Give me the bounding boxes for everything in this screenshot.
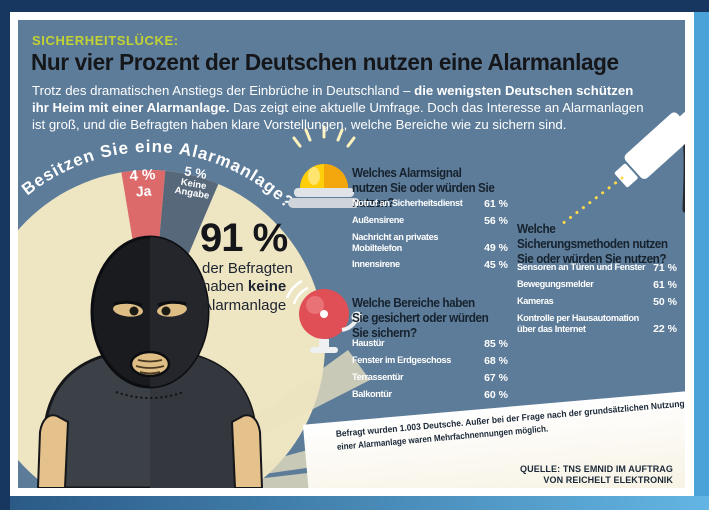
list-item: Kontrolle per Hausautomation über das In… (517, 313, 677, 335)
kicker: SICHERHEITSLÜCKE: (32, 33, 179, 48)
item-value: 61 % (484, 198, 508, 210)
intro-text-bold: die wenigsten Deutschen schützen ihr Hei… (32, 83, 634, 116)
item-label: Sensoren an Türen und Fenster (517, 262, 646, 272)
burglar-illustration (36, 235, 264, 488)
question-sicherungsmethoden: Welche Sicherungsmethoden nutzen Sie ode… (517, 222, 668, 266)
right-blue-stripe (694, 12, 709, 510)
intro-text-2: Das zeigt eine aktuelle Umfrage. Doch da… (32, 100, 644, 133)
page-title: Nur vier Prozent der Deutschen nutzen ei… (31, 49, 619, 75)
item-value: 60 % (484, 389, 508, 401)
stat-caption-line3: Alarmanlage (202, 296, 287, 314)
list-item: Kameras 50 % (517, 296, 677, 308)
list-item: Balkontür 60 % (352, 389, 508, 401)
item-value: 45 % (484, 259, 508, 272)
source-line-2: VON REICHELT ELEKTRONIK (543, 475, 673, 486)
question-alarmsignal: Welches Alarmsignal nutzen Sie oder würd… (352, 166, 495, 210)
intro-text-1: Trotz des dramatischen Anstiegs der Einb… (32, 83, 415, 98)
intro-paragraph: Trotz des dramatischen Anstiegs der Einb… (32, 82, 647, 133)
pie-label-ja: 4 % Ja (119, 166, 167, 200)
content-panel: Besitzen Sie eine Alarmanlage? Befragt w… (18, 20, 685, 488)
list-item: Innensirene 45 % (352, 259, 508, 271)
item-label: Balkontür (352, 389, 392, 399)
source-credit: QUELLE: TNS EMNID IM AUFTRAG VON REICHEL… (520, 464, 673, 487)
item-value: 85 % (484, 338, 508, 350)
list-item: Sensoren an Türen und Fenster 71 % (517, 262, 677, 274)
item-value: 22 % (653, 323, 677, 336)
item-value: 67 % (484, 372, 508, 384)
item-value: 49 % (484, 242, 508, 255)
item-value: 50 % (653, 296, 677, 308)
footnote-band: Befragt wurden 1.003 Deutsche. Außer bei… (302, 386, 685, 488)
list-item: Notruf an Sicherheitsdienst 61 % (352, 198, 508, 210)
list-item: Bewegungsmelder 61 % (517, 279, 677, 291)
siren-icon (288, 125, 360, 208)
infographic-artwork: Besitzen Sie eine Alarmanlage? Befragt w… (18, 111, 685, 488)
stat-caption: der Befragten haben keine Alarmanlage (202, 260, 293, 315)
item-value: 68 % (484, 355, 508, 367)
item-label: Haustür (352, 338, 385, 348)
alarm-bell-icon (285, 279, 363, 353)
item-label: Nachricht an privates Mobiltelefon (352, 232, 439, 254)
list-item: Terrassentür 67 % (352, 372, 508, 384)
item-label: Kontrolle per Hausautomation über das In… (517, 313, 639, 335)
item-label: Notruf an Sicherheitsdienst (352, 198, 463, 208)
list-bereiche: Haustür 85 % Fenster im Erdgeschoss 68 %… (352, 338, 508, 406)
security-camera-icon (614, 111, 685, 188)
item-label: Bewegungsmelder (517, 279, 594, 289)
list-item: Nachricht an privates Mobiltelefon 49 % (352, 232, 508, 254)
item-value: 61 % (653, 279, 677, 291)
item-label: Terrassentür (352, 372, 404, 382)
stat-caption-line2: haben keine (202, 278, 287, 296)
stat-91-percent: 91 % (200, 216, 288, 260)
item-label: Fenster im Erdgeschoss (352, 355, 452, 365)
list-sicherungsmethoden: Sensoren an Türen und Fenster 71 % Beweg… (517, 262, 677, 340)
list-item: Fenster im Erdgeschoss 68 % (352, 355, 508, 367)
item-label: Außensirene (352, 215, 404, 225)
dotted-sightline (560, 176, 624, 226)
item-value: 71 % (653, 262, 677, 274)
item-label: Kameras (517, 296, 554, 306)
stat-caption-line1: der Befragten (202, 260, 293, 277)
item-value: 56 % (484, 215, 508, 227)
item-label: Innensirene (352, 259, 400, 270)
list-item: Haustür 85 % (352, 338, 508, 350)
bottom-blue-band (10, 496, 709, 510)
question-bereiche: Welche Bereiche haben Sie gesichert oder… (352, 296, 489, 340)
list-item: Außensirene 56 % (352, 215, 508, 227)
source-line-1: QUELLE: TNS EMNID IM AUFTRAG (520, 464, 673, 474)
list-alarmsignal: Notruf an Sicherheitsdienst 61 % Außensi… (352, 198, 508, 276)
